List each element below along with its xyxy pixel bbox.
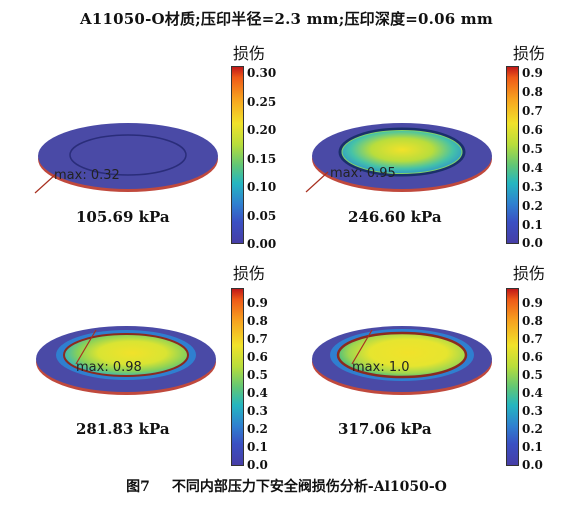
disc-plot-2 (305, 123, 492, 193)
figure-caption: 图7 不同内部压力下安全阀损伤分析-Al1050-O (0, 476, 573, 496)
damage-zone-4 (338, 333, 466, 377)
tick-label: 0.9 (522, 66, 543, 80)
colorbar-4 (506, 288, 519, 466)
tick-label: 0.15 (247, 152, 277, 166)
tick-label: 0.9 (522, 296, 543, 310)
pressure-label-2: 246.60 kPa (348, 208, 442, 226)
tick-label: 0.3 (522, 180, 543, 194)
max-arrow-2 (305, 171, 329, 193)
tick-label: 0.2 (522, 199, 543, 213)
tick-label: 0.1 (522, 440, 543, 454)
indent-ring-hot-2 (341, 130, 463, 174)
colorbar-2 (506, 66, 519, 244)
colorbar-1 (231, 66, 244, 244)
panel-4: max: 1.0 317.06 kPa 损伤 0.9 0.8 0.7 0.6 0… (280, 258, 560, 473)
panel-2: max: 0.95 246.60 kPa 损伤 0.9 0.8 0.7 0.6 … (280, 38, 560, 253)
caption-number: 图7 (126, 479, 150, 495)
disc-plot-3 (36, 326, 216, 395)
tick-label: 0.3 (522, 404, 543, 418)
pressure-label-4: 317.06 kPa (338, 420, 432, 438)
tick-label: 0.3 (247, 404, 268, 418)
tick-label: 0.05 (247, 209, 277, 223)
max-arrow-1 (34, 173, 57, 194)
tick-label: 0.8 (247, 314, 268, 328)
tick-label: 0.8 (522, 85, 543, 99)
tick-label: 0.20 (247, 123, 277, 137)
tick-label: 0.10 (247, 180, 277, 194)
pressure-label-1: 105.69 kPa (76, 208, 170, 226)
pressure-label-3: 281.83 kPa (76, 420, 170, 438)
disc-surface-1 (38, 123, 218, 189)
indent-ring-2 (338, 127, 466, 177)
colorbar-title-3: 损伤 (233, 264, 266, 283)
tick-label: 0.4 (247, 386, 268, 400)
tick-label: 0.9 (247, 296, 268, 310)
colorbar-title-1: 损伤 (233, 44, 266, 63)
damage-zone-2 (340, 129, 464, 175)
max-label-2: max: 0.95 (330, 166, 396, 181)
tick-label: 0.7 (247, 332, 268, 346)
disc-plot-4 (312, 326, 492, 395)
max-arrow-3 (75, 329, 97, 365)
tick-label: 0.30 (247, 66, 277, 80)
tick-label: 0.0 (247, 458, 268, 472)
tick-label: 0.6 (522, 123, 543, 137)
colorbar-title-2: 损伤 (513, 44, 546, 63)
indent-ring-4 (336, 331, 468, 379)
tick-label: 0.0 (522, 236, 543, 250)
tick-label: 0.6 (522, 350, 543, 364)
disc-plot-1 (34, 123, 218, 194)
tick-label: 0.7 (522, 104, 543, 118)
indent-ring-1 (69, 134, 187, 176)
indent-ring-3 (63, 333, 189, 377)
figure-header: A11050-O材质;压印半径=2.3 mm;压印深度=0.06 mm (80, 10, 493, 28)
panel-3: max: 0.98 281.83 kPa 损伤 0.9 0.8 0.7 0.6 … (0, 258, 280, 473)
colorbar-3 (231, 288, 244, 466)
tick-label: 0.25 (247, 95, 277, 109)
tick-label: 0.1 (247, 440, 268, 454)
tick-label: 0.5 (522, 368, 543, 382)
caption-text: 不同内部压力下安全阀损伤分析-Al1050-O (171, 479, 447, 495)
panel-1: max: 0.32 105.69 kPa 损伤 0.30 0.25 0.20 0… (0, 38, 280, 253)
tick-label: 0.00 (247, 237, 277, 251)
max-label-1: max: 0.32 (54, 168, 120, 183)
tick-label: 0.0 (522, 458, 543, 472)
tick-label: 0.5 (522, 142, 543, 156)
damage-zone-3 (64, 334, 188, 376)
tick-label: 0.8 (522, 314, 543, 328)
tick-label: 0.6 (247, 350, 268, 364)
max-label-4: max: 1.0 (352, 360, 410, 375)
tick-label: 0.4 (522, 386, 543, 400)
tick-label: 0.4 (522, 161, 543, 175)
tick-label: 0.2 (247, 422, 268, 436)
colorbar-title-4: 损伤 (513, 264, 546, 283)
max-arrow-4 (351, 329, 373, 365)
tick-label: 0.2 (522, 422, 543, 436)
max-label-3: max: 0.98 (76, 360, 142, 375)
tick-label: 0.1 (522, 218, 543, 232)
tick-label: 0.5 (247, 368, 268, 382)
tick-label: 0.7 (522, 332, 543, 346)
